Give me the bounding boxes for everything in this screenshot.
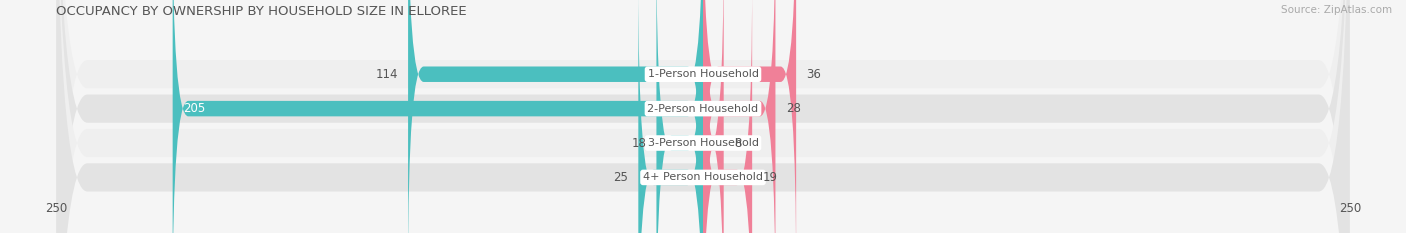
FancyBboxPatch shape bbox=[703, 0, 752, 233]
FancyBboxPatch shape bbox=[56, 0, 1350, 233]
Text: 1-Person Household: 1-Person Household bbox=[648, 69, 758, 79]
Text: 25: 25 bbox=[613, 171, 628, 184]
FancyBboxPatch shape bbox=[703, 0, 776, 233]
Text: 28: 28 bbox=[786, 102, 800, 115]
FancyBboxPatch shape bbox=[56, 0, 1350, 233]
Text: 205: 205 bbox=[183, 102, 205, 115]
FancyBboxPatch shape bbox=[657, 0, 703, 233]
Text: 8: 8 bbox=[734, 137, 741, 150]
FancyBboxPatch shape bbox=[408, 0, 703, 233]
Text: 18: 18 bbox=[631, 137, 647, 150]
Text: 36: 36 bbox=[807, 68, 821, 81]
FancyBboxPatch shape bbox=[173, 0, 703, 233]
Text: 3-Person Household: 3-Person Household bbox=[648, 138, 758, 148]
FancyBboxPatch shape bbox=[703, 0, 724, 233]
FancyBboxPatch shape bbox=[703, 0, 796, 233]
Text: Source: ZipAtlas.com: Source: ZipAtlas.com bbox=[1281, 5, 1392, 15]
FancyBboxPatch shape bbox=[56, 0, 1350, 233]
Text: OCCUPANCY BY OWNERSHIP BY HOUSEHOLD SIZE IN ELLOREE: OCCUPANCY BY OWNERSHIP BY HOUSEHOLD SIZE… bbox=[56, 5, 467, 18]
Text: 2-Person Household: 2-Person Household bbox=[647, 104, 759, 114]
FancyBboxPatch shape bbox=[56, 0, 1350, 233]
FancyBboxPatch shape bbox=[638, 0, 703, 233]
Text: 114: 114 bbox=[375, 68, 398, 81]
Text: 19: 19 bbox=[762, 171, 778, 184]
Text: 4+ Person Household: 4+ Person Household bbox=[643, 172, 763, 182]
